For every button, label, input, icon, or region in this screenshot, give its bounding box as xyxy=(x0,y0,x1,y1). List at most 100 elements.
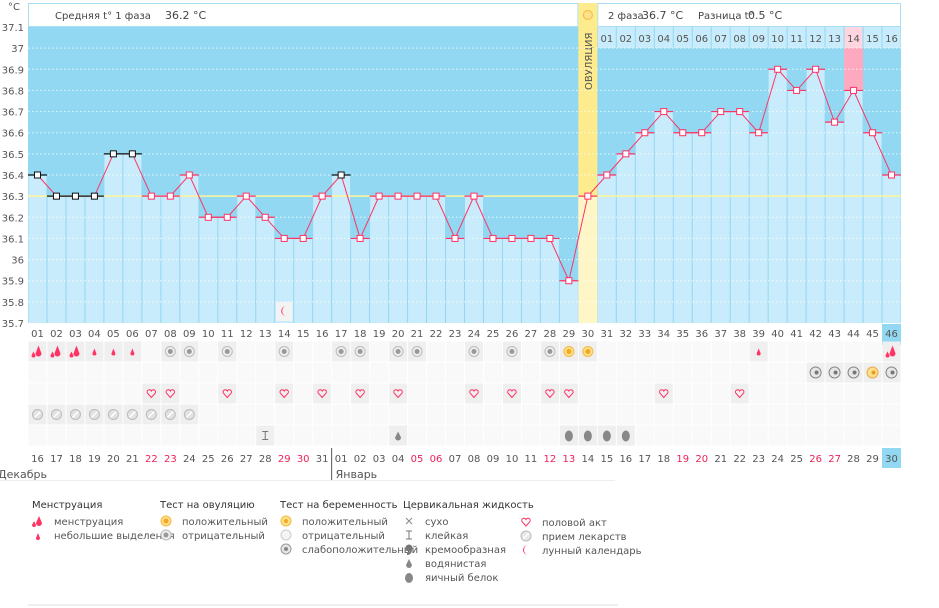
y-tick-label: 35.8 xyxy=(2,298,24,309)
icon-row-cell xyxy=(844,425,863,446)
icon-row-cell xyxy=(806,425,825,446)
cycle-day-label: 26 xyxy=(506,329,519,340)
cycle-day-label: 11 xyxy=(221,329,234,340)
cycle-day-label: 34 xyxy=(657,329,670,340)
temperature-bar xyxy=(370,196,389,323)
cycle-day-label: 08 xyxy=(164,329,177,340)
highlight-column xyxy=(844,48,864,91)
ovulation-negative-icon-dot xyxy=(395,349,401,354)
icon-row-cell xyxy=(446,425,464,446)
icon-cell-filled xyxy=(313,383,332,404)
light-spotting-icon xyxy=(756,348,761,356)
date-label: 09 xyxy=(487,454,500,465)
temperature-bar xyxy=(313,196,332,323)
icon-row-cell xyxy=(559,404,578,425)
icon-row-cell xyxy=(844,383,863,404)
icon-row-cell xyxy=(635,425,654,446)
icon-row-cell xyxy=(294,383,313,404)
moon-cell xyxy=(275,302,293,321)
date-label: 22 xyxy=(733,454,746,465)
icon-row-cell xyxy=(768,383,787,404)
temperature-bar xyxy=(28,175,47,323)
legend-title: Менструация xyxy=(32,500,103,511)
legend-item: водянистая xyxy=(425,558,487,570)
y-tick-label: 36 xyxy=(11,256,24,267)
temperature-point xyxy=(622,150,630,158)
heart-icon xyxy=(520,516,542,531)
icon-row-cell xyxy=(104,425,123,446)
date-label: 26 xyxy=(221,454,234,465)
watery-icon xyxy=(395,431,402,441)
date-label: 27 xyxy=(828,454,841,465)
legend-cervical: Цервикальная жидкость сухо клейкая кремо… xyxy=(403,500,534,585)
icon-row-cell xyxy=(521,383,540,404)
icon-row-cell xyxy=(332,383,351,404)
icon-row-cell xyxy=(635,362,654,383)
ovulation-negative-icon-dot xyxy=(338,349,344,354)
month-label: Декабрь xyxy=(0,468,47,481)
menstruation-icon xyxy=(885,345,896,358)
light-spotting-icon xyxy=(111,348,116,356)
date-label: 27 xyxy=(240,454,253,465)
icon-row-cell xyxy=(408,425,427,446)
moon-icon xyxy=(281,306,287,316)
icon-row-cell xyxy=(768,404,787,425)
temperature-point xyxy=(888,171,896,179)
date-label: 19 xyxy=(676,454,689,465)
icon-row-cell xyxy=(408,404,427,425)
post-ovulation-day: 15 xyxy=(866,34,879,45)
date-label: 30 xyxy=(297,454,310,465)
pill-icon-line xyxy=(90,410,98,419)
date-label: 26 xyxy=(809,454,822,465)
pill-icon-line xyxy=(185,410,193,419)
cycle-day-label: 29 xyxy=(563,329,576,340)
icon-row-cell xyxy=(47,362,66,383)
icon-row-cell xyxy=(313,341,332,362)
icon-row-cell xyxy=(749,425,768,446)
pill-icon-line xyxy=(147,410,155,419)
icon-row-cell xyxy=(540,425,559,446)
cycle-day-label: 18 xyxy=(354,329,367,340)
date-label: 31 xyxy=(316,454,329,465)
legend-item: кремообразная xyxy=(425,544,506,556)
icon-row-cell xyxy=(218,404,237,425)
icon-cell-filled xyxy=(275,383,294,404)
cycle-day-label: 41 xyxy=(790,329,803,340)
icon-row-cell xyxy=(673,425,692,446)
temperature-bar xyxy=(578,196,598,323)
temperature-point xyxy=(52,192,60,200)
temperature-bar xyxy=(199,217,218,323)
ovulation-negative-icon-dot xyxy=(186,349,192,354)
y-tick-label: 36.5 xyxy=(2,150,24,161)
temperature-point xyxy=(565,277,573,285)
temperature-bar xyxy=(66,196,85,323)
icon-row-cell xyxy=(616,383,635,404)
icon-row-cell xyxy=(483,341,502,362)
post-ovulation-day-cell xyxy=(882,27,901,48)
temperature-point xyxy=(641,129,649,137)
temperature-bar xyxy=(218,217,237,323)
moon-icon xyxy=(520,544,542,559)
date-label: 01 xyxy=(335,454,348,465)
temperature-bar xyxy=(844,90,863,323)
temperature-bar xyxy=(465,196,483,323)
date-label: 14 xyxy=(581,454,594,465)
icon-row-cell xyxy=(730,425,749,446)
icon-row-cell xyxy=(692,341,711,362)
temperature-point xyxy=(736,108,744,116)
icon-row-cell xyxy=(711,341,730,362)
icon-row-cell xyxy=(825,341,844,362)
y-tick-label: 36.4 xyxy=(2,171,24,182)
date-label: 28 xyxy=(847,454,860,465)
date-label: 18 xyxy=(69,454,82,465)
icon-row-cell xyxy=(85,383,104,404)
temperature-point xyxy=(166,192,174,200)
icon-row-cell xyxy=(749,362,768,383)
temperature-point xyxy=(470,192,478,200)
cycle-day-label: 28 xyxy=(544,329,557,340)
cycle-day-label: 40 xyxy=(771,329,784,340)
cycle-day-label: 30 xyxy=(581,329,594,340)
date-label: 22 xyxy=(145,454,158,465)
cycle-day-label: 10 xyxy=(202,329,215,340)
icon-row-cell xyxy=(123,362,142,383)
